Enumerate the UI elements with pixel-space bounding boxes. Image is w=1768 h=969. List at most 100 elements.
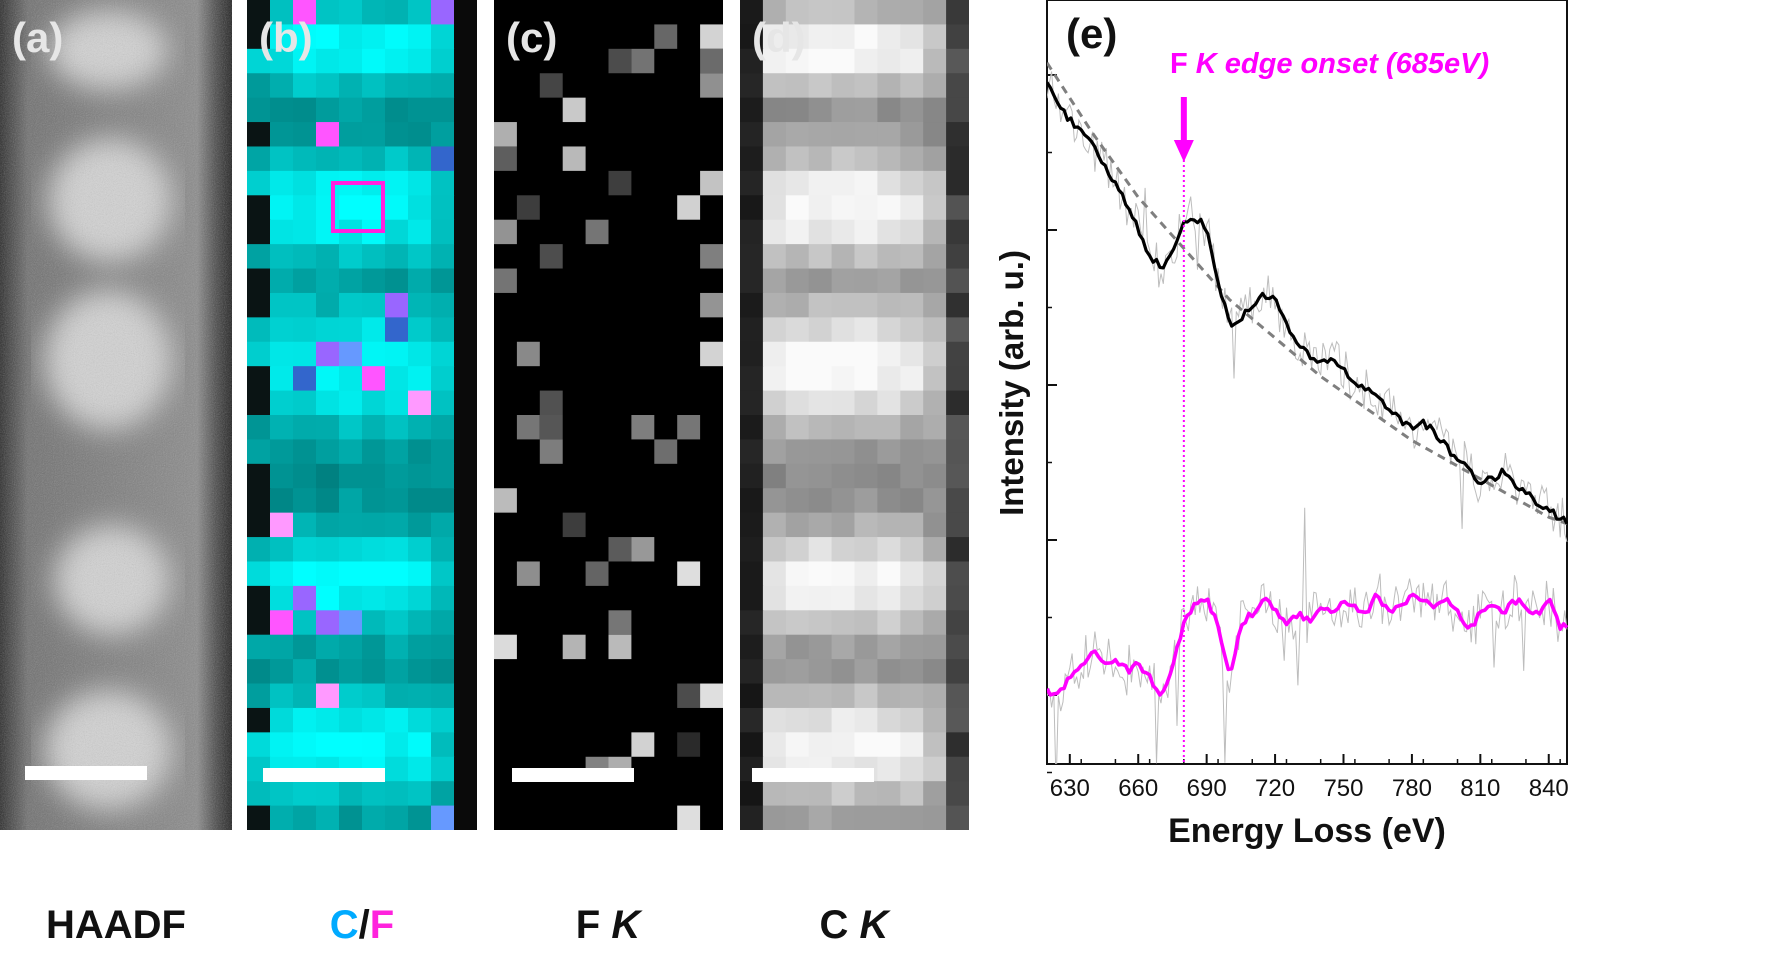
map-pixel <box>808 805 833 830</box>
map-pixel <box>516 195 540 220</box>
map-pixel <box>785 292 810 318</box>
map-pixel <box>831 390 855 416</box>
map-pixel <box>494 488 517 513</box>
map-pixel <box>700 170 723 196</box>
map-pixel <box>831 341 855 367</box>
edge-onset-arrow <box>1173 97 1194 162</box>
map-pixel <box>362 732 386 758</box>
map-pixel <box>831 561 855 587</box>
map-pixel <box>247 610 271 636</box>
map-pixel <box>923 463 947 489</box>
map-pixel <box>854 415 878 440</box>
map-pixel <box>831 610 855 636</box>
map-pixel <box>946 488 969 514</box>
map-pixel <box>247 73 271 99</box>
map-pixel <box>408 683 432 709</box>
map-pixel <box>247 317 271 343</box>
map-pixel <box>316 488 340 514</box>
map-pixel <box>247 268 271 294</box>
edge-onset-annotation-italic: K edge onset (685eV) <box>1196 48 1489 80</box>
map-pixel <box>293 805 317 830</box>
map-pixel <box>339 366 363 392</box>
map-pixel <box>762 781 787 807</box>
map-pixel <box>854 170 878 196</box>
map-pixel <box>877 415 901 440</box>
map-pixel <box>362 439 386 465</box>
map-pixel <box>762 610 787 636</box>
map-pixel <box>316 512 340 538</box>
map-pixel <box>831 512 855 538</box>
map-pixel <box>900 317 924 343</box>
map-pixel <box>247 146 271 172</box>
map-pixel <box>247 585 271 611</box>
map-pixel <box>585 561 609 586</box>
map-pixel <box>831 170 855 196</box>
map-pixel <box>900 292 924 318</box>
map-pixel <box>562 634 586 660</box>
map-pixel <box>316 24 340 50</box>
map-pixel <box>562 97 586 123</box>
map-pixel <box>247 244 271 270</box>
map-pixel <box>854 219 878 245</box>
map-pixel <box>900 24 924 50</box>
map-pixel <box>654 439 678 464</box>
cf-map-image <box>247 0 477 830</box>
map-pixel <box>454 585 477 611</box>
map-pixel <box>785 146 810 172</box>
map-pixel <box>293 73 317 99</box>
map-pixel <box>293 732 317 758</box>
raw-f-edge-line <box>1047 507 1568 764</box>
map-pixel <box>293 366 317 392</box>
map-pixel <box>762 512 787 538</box>
map-pixel <box>831 146 855 172</box>
map-pixel <box>923 73 947 99</box>
map-pixel <box>900 805 924 830</box>
map-pixel <box>408 805 432 830</box>
y-axis-label: Intensity (arb. u.) <box>993 250 1030 516</box>
map-pixel <box>740 561 764 587</box>
cf-map-panel: (b) <box>247 0 477 830</box>
map-pixel <box>854 48 878 74</box>
map-pixel <box>900 170 924 196</box>
map-pixel <box>316 415 340 440</box>
map-pixel <box>785 439 810 465</box>
map-pixel <box>923 488 947 514</box>
map-pixel <box>454 268 477 294</box>
map-pixel <box>270 683 294 709</box>
map-pixel <box>900 415 924 440</box>
map-pixel <box>339 707 363 733</box>
map-pixel <box>385 707 409 733</box>
map-pixel <box>854 707 878 733</box>
map-pixel <box>270 463 294 489</box>
map-pixel <box>339 463 363 489</box>
map-pixel <box>854 268 878 294</box>
map-pixel <box>923 537 947 562</box>
map-pixel <box>385 48 409 74</box>
map-pixel <box>293 585 317 611</box>
map-pixel <box>362 415 386 440</box>
map-pixel <box>293 659 317 685</box>
map-pixel <box>900 512 924 538</box>
edge-onset-annotation-prefix: F <box>1170 48 1196 80</box>
map-pixel <box>900 781 924 807</box>
map-pixel <box>877 585 901 611</box>
map-pixel <box>877 781 901 807</box>
map-pixel <box>362 683 386 709</box>
map-pixel <box>270 659 294 685</box>
map-pixel <box>946 610 969 636</box>
map-pixel <box>270 732 294 758</box>
map-pixel <box>740 439 764 465</box>
map-pixel <box>831 219 855 245</box>
map-pixel <box>408 122 432 147</box>
map-pixel <box>454 219 477 245</box>
map-pixel <box>247 683 271 709</box>
map-pixel <box>740 585 764 611</box>
map-pixel <box>362 195 386 221</box>
map-pixel <box>808 561 833 587</box>
map-pixel <box>293 610 317 636</box>
map-pixel <box>316 341 340 367</box>
map-pixel <box>877 219 901 245</box>
map-pixel <box>270 781 294 807</box>
map-pixel <box>454 24 477 50</box>
map-pixel <box>740 244 764 270</box>
